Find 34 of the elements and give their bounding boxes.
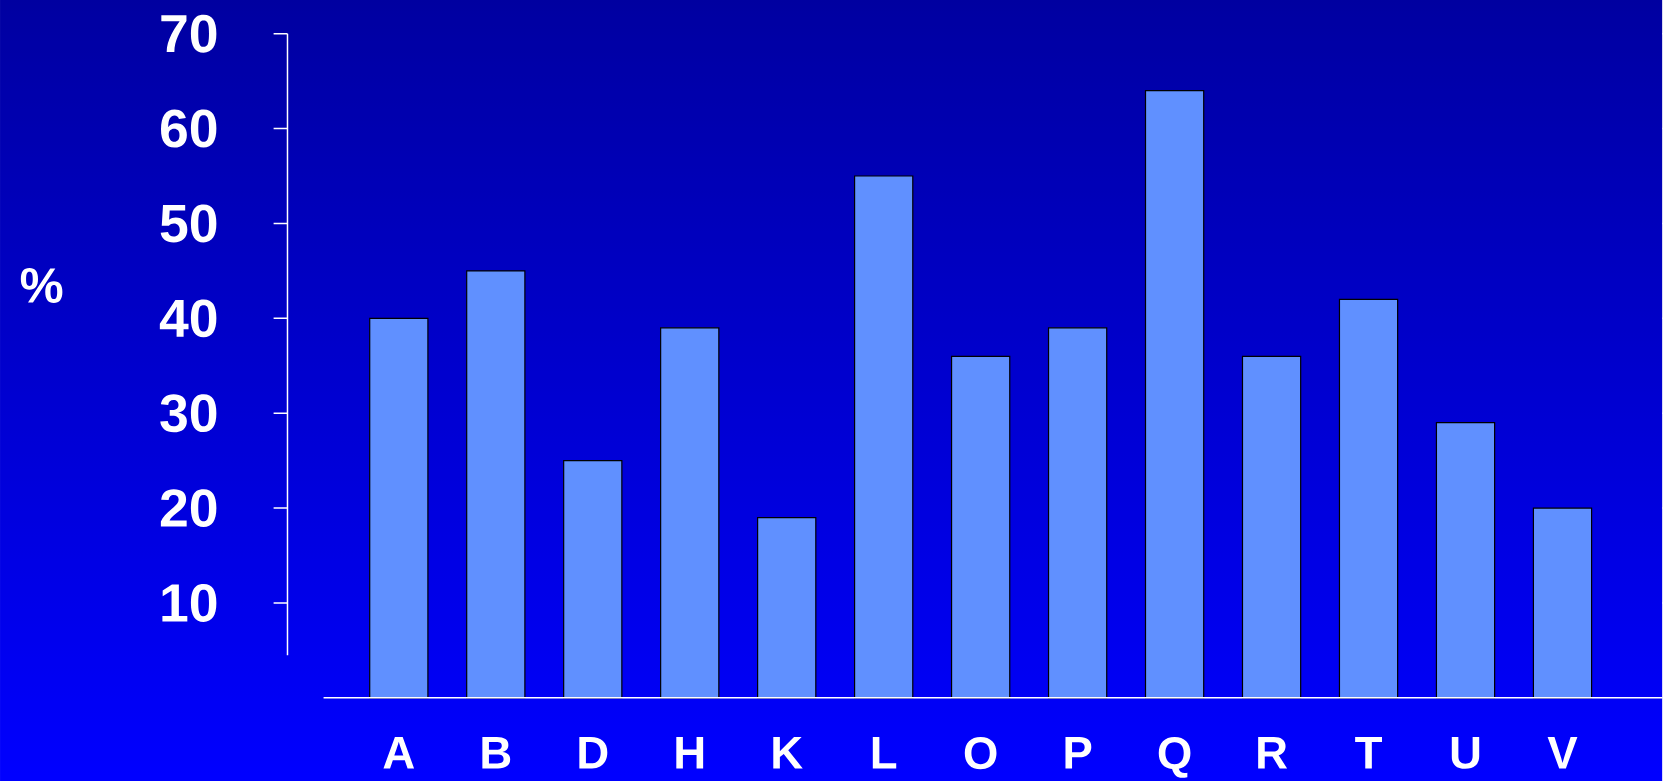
x-tick-label: B xyxy=(482,736,511,769)
bar xyxy=(1047,327,1108,699)
bar xyxy=(950,355,1011,699)
y-tick-label: 50 xyxy=(160,204,217,243)
bar xyxy=(1144,89,1205,699)
x-tick-label: L xyxy=(872,736,897,769)
y-tick-label: 70 xyxy=(161,14,217,53)
bar xyxy=(466,270,526,699)
y-tick-label: 40 xyxy=(159,299,217,338)
x-tick-label: V xyxy=(1547,736,1578,769)
bar xyxy=(1435,422,1496,699)
y-tick-label: 60 xyxy=(161,109,217,148)
x-tick-label: D xyxy=(579,736,608,769)
x-tick-label: A xyxy=(383,736,415,769)
bar xyxy=(563,459,623,699)
x-tick-label: O xyxy=(964,736,997,770)
x-tick-label: K xyxy=(773,736,803,769)
y-tick-label: 20 xyxy=(160,489,217,527)
bar xyxy=(369,317,429,699)
bar xyxy=(660,327,720,699)
x-tick-label: R xyxy=(1258,736,1288,769)
y-tick-label: 10 xyxy=(162,583,217,622)
y-axis-title: % xyxy=(20,267,63,303)
x-tick-label: Q xyxy=(1158,736,1191,778)
x-tick-label: P xyxy=(1065,736,1092,769)
bar xyxy=(757,516,817,699)
x-tick-label: H xyxy=(676,736,704,769)
bar xyxy=(853,175,914,699)
x-tick-label: U xyxy=(1451,736,1480,769)
x-tick-label: T xyxy=(1355,736,1382,769)
bar xyxy=(1241,355,1302,699)
bar xyxy=(1532,507,1593,699)
y-tick-label: 30 xyxy=(160,394,217,433)
bar xyxy=(1338,298,1399,699)
